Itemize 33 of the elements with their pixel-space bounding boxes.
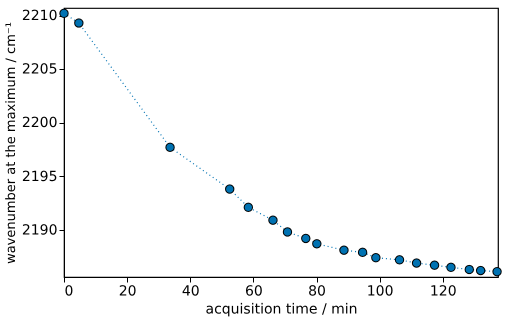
point [301,234,310,244]
point [358,248,368,258]
y-tick-label: 2205 [22,62,58,78]
point [312,239,322,248]
x-axis-title: acquisition time / min [205,302,358,318]
y-axis-title: wavenumber at the maximum / cm⁻¹ [4,22,19,264]
point [446,262,456,272]
point [492,266,502,276]
y-tick-label: 2200 [22,115,58,132]
x-tick-label: 120 [430,284,457,300]
x-tick-label: 20 [118,284,137,300]
point [394,255,404,265]
x-tick-label: 0 [64,284,74,300]
x-tick-label: 100 [366,284,394,300]
point [282,227,292,237]
x-tick-label: 40 [182,284,200,300]
point [476,266,486,276]
y-tick-label: 2210 [22,8,58,24]
point [412,258,422,268]
point [74,18,84,28]
point [268,216,278,225]
point [430,260,440,270]
point [464,264,474,274]
point [165,142,175,152]
y-tick-label: 2190 [22,222,58,238]
y-tick-label: 2195 [22,168,58,185]
point [244,202,254,212]
point [371,253,381,262]
x-tick-label: 80 [308,284,326,300]
point [59,8,69,18]
x-tick-label: 60 [244,284,263,300]
point [339,246,349,255]
point [225,184,234,194]
